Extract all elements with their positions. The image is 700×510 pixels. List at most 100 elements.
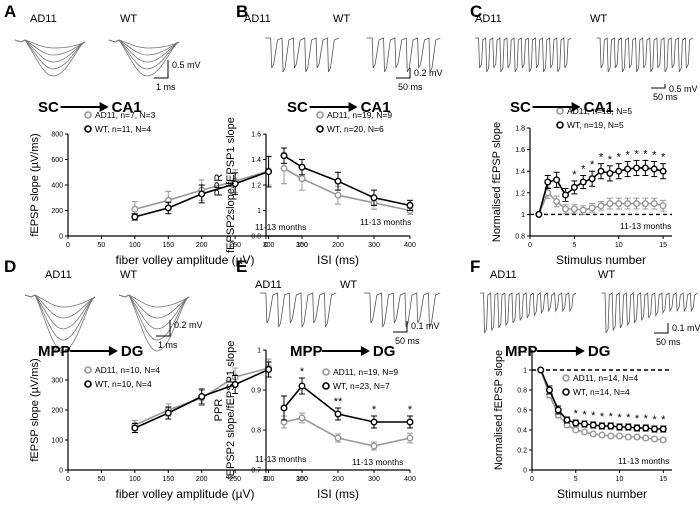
significance-marker: * [582,409,587,421]
significance-marker: ** [334,396,343,408]
data-point [650,200,658,208]
legend-entry: AD11, n=19, N=9 [327,110,392,120]
x-tick-label: 100 [129,476,141,483]
significance-marker: * [634,148,639,160]
legend-entry: AD11, n=14, N=4 [573,373,638,383]
significance-marker: * [408,404,413,416]
y-tick-label: 0 [523,468,527,475]
x-tick-label: 0 [530,476,534,483]
data-point [572,419,580,427]
x-tick-label: 0 [66,242,70,249]
legend-marker [84,380,92,388]
x-axis-label: ISI (ms) [317,253,359,267]
field-potential-trace [118,294,190,341]
data-point [406,418,414,426]
legend-entry: AD11, n=10, N=4 [95,365,160,375]
field-potential-trace [108,39,180,63]
series-wt [537,366,667,433]
pathway-target: CA1 [584,99,614,116]
x-tick-label: 100 [296,242,308,249]
data-point [597,202,605,210]
y-axis-label: PPR [213,399,225,422]
significance-marker: * [661,152,666,164]
y-tick-label: 0.9 [251,388,261,395]
x-tick-label: 50 [98,242,106,249]
data-point [659,167,667,175]
data-point [570,205,578,213]
field-potential-trace [108,39,180,77]
x-tick-label: 350 [296,476,308,483]
significance-marker: * [590,159,595,171]
y-axis-label: fEPSP slope (µV/ms) [29,358,41,461]
panel-letter: F [470,257,480,276]
legend-entry: AD11, n=7, N=3 [95,110,156,120]
field-potential-trace [24,294,96,341]
legend-marker [556,121,564,129]
data-point [624,200,632,208]
pathway-arrow-head [108,346,118,356]
significance-marker: * [652,149,657,161]
trace-label-ad11: AD11 [45,269,72,281]
stimulus-train-trace [596,37,693,73]
data-point [553,176,561,184]
data-point [581,420,589,428]
x-tick-label: 400 [404,476,416,483]
data-point [607,432,615,440]
field-potential-trace [118,294,190,352]
significance-marker: * [661,414,666,426]
data-point [280,164,288,172]
y-tick-label: 1 [257,348,261,355]
data-point [581,428,589,436]
x-tick-label: 150 [162,476,174,483]
pathway-source: SC [510,99,531,116]
panel-f: F AD11 WT 0.1 mV 50 ms 0 5 10 15 0 0.2 0.4 0.6 0.8 1 1.… [470,257,700,501]
y-tick-label: 1 [257,208,261,215]
y-tick-label: 0.7 [251,468,261,475]
data-point [641,164,649,172]
data-point [607,422,615,430]
panel-letter: B [236,2,248,21]
data-point [406,201,414,209]
stimulus-train-trace [260,292,337,328]
field-potential-trace [118,294,190,330]
trace-label-ad11: AD11 [475,13,502,25]
panel-d: D AD11 WT 0.2 mV 1 ms 0 50 100 150 200 250 300 350 0 1… [4,257,308,501]
legend-marker [316,111,324,119]
scale-bar-voltage-label: 0.1 mV [411,321,440,331]
data-point [589,421,597,429]
field-potential-trace [14,39,86,49]
data-point [198,190,206,198]
data-point [598,431,606,439]
data-point [164,204,172,212]
x-axis-label: fiber volley amplitude (µV) [116,487,255,501]
age-annotation: 11-13 months [352,457,403,467]
legend-entry: AD11, n=18, N=5 [567,106,632,116]
field-potential-trace [14,39,86,63]
y-tick-label: 0 [59,234,63,241]
series-ad11 [280,412,414,451]
data-point [546,386,554,394]
x-tick-label: 150 [162,242,174,249]
pathway-source: SC [287,99,308,116]
field-potential-trace [24,294,96,330]
legend-entry: AD11, n=19, N=9 [333,367,398,377]
legend-entry: WT, n=23, N=7 [333,381,390,391]
legend-marker [84,125,92,133]
data-point [334,177,342,185]
data-point [598,422,606,430]
scale-bar-voltage-label: 0.2 mV [174,320,203,330]
scale-bar-time-label: 1 ms [156,82,176,92]
pathway-target: CA1 [361,99,391,116]
data-point [553,197,561,205]
data-point [633,424,641,432]
data-point [616,423,624,431]
y-tick-label: 100 [51,438,63,445]
data-point [198,393,206,401]
data-point [562,205,570,213]
data-point [659,202,667,210]
data-point [570,183,578,191]
significance-marker: * [635,413,640,425]
data-point [588,175,596,183]
x-tick-label: 100 [129,242,141,249]
